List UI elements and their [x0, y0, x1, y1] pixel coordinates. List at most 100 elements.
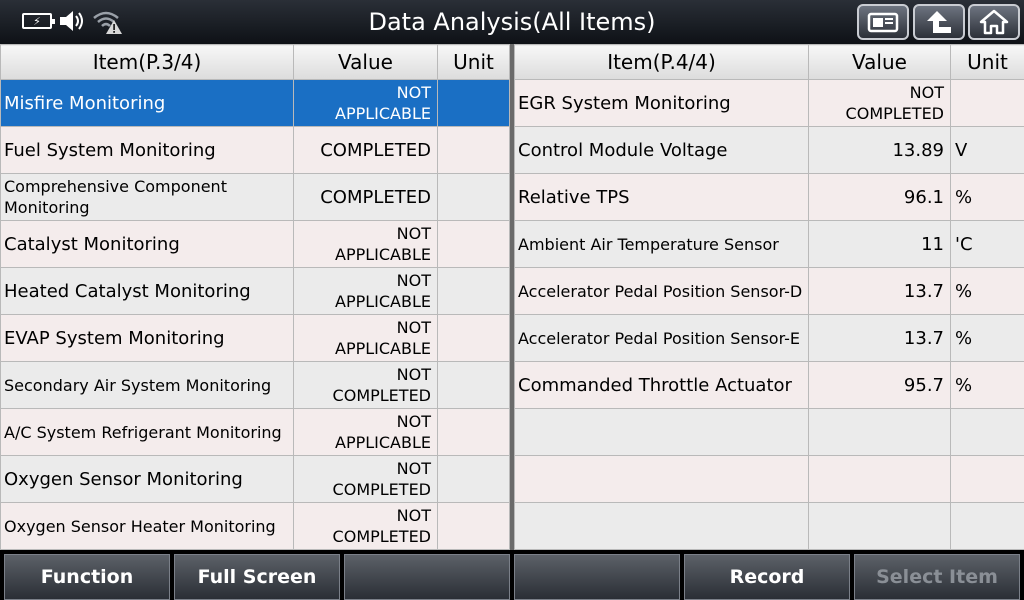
value-cell: NOT COMPLETED [808, 79, 951, 127]
value-cell: NOT COMPLETED [293, 502, 438, 550]
item-cell: Fuel System Monitoring [0, 126, 294, 174]
table-row[interactable]: Fuel System Monitoring COMPLETED [0, 126, 510, 174]
full-screen-button[interactable]: Full Screen [174, 554, 340, 600]
page-title: Data Analysis(All Items) [368, 8, 656, 36]
unit-cell [437, 502, 510, 550]
screenshot-icon [867, 12, 899, 33]
home-button[interactable] [968, 4, 1020, 40]
back-icon [927, 11, 951, 33]
value-cell [808, 408, 951, 456]
function-button[interactable]: Function [4, 554, 170, 600]
empty-button-2[interactable] [514, 554, 680, 600]
unit-cell: V [950, 126, 1024, 174]
value-cell: NOT APPLICABLE [293, 314, 438, 362]
table-row[interactable]: Relative TPS 96.1 % [514, 173, 1024, 221]
value-cell: NOT APPLICABLE [293, 267, 438, 315]
table-row[interactable]: Accelerator Pedal Position Sensor-D 13.7… [514, 267, 1024, 315]
table-row[interactable]: Comprehensive Component Monitoring COMPLE… [0, 173, 510, 221]
table-row[interactable]: Heated Catalyst Monitoring NOT APPLICABLE [0, 267, 510, 315]
unit-cell [437, 173, 510, 221]
value-cell: 13.7 [808, 267, 951, 315]
item-cell: Catalyst Monitoring [0, 220, 294, 268]
table-row[interactable]: Misfire Monitoring NOT APPLICABLE [0, 79, 510, 127]
value-cell [808, 502, 951, 550]
item-cell: Heated Catalyst Monitoring [0, 267, 294, 315]
unit-cell [950, 502, 1024, 550]
status-icons: ⚡ [22, 8, 122, 34]
unit-column-header: Unit [950, 44, 1024, 80]
table-row[interactable]: EGR System Monitoring NOT COMPLETED [514, 79, 1024, 127]
value-cell: NOT APPLICABLE [293, 79, 438, 127]
item-column-header: Item(P.3/4) [0, 44, 294, 80]
table-row[interactable]: Accelerator Pedal Position Sensor-E 13.7… [514, 314, 1024, 362]
unit-cell [437, 455, 510, 503]
unit-cell [437, 79, 510, 127]
item-cell [514, 502, 809, 550]
table-row[interactable]: Commanded Throttle Actuator 95.7 % [514, 361, 1024, 409]
table-row[interactable]: Ambient Air Temperature Sensor 11 'C [514, 220, 1024, 268]
item-cell: Secondary Air System Monitoring [0, 361, 294, 409]
bottom-toolbar: Function Full Screen Record Select Item [0, 550, 1024, 600]
item-cell: EGR System Monitoring [514, 79, 809, 127]
value-cell [808, 455, 951, 503]
left-data-table: Item(P.3/4) Value Unit Misfire Monitorin… [0, 44, 510, 550]
table-row[interactable]: Secondary Air System Monitoring NOT COMPL… [0, 361, 510, 409]
table-row[interactable]: A/C System Refrigerant Monitoring NOT APP… [0, 408, 510, 456]
home-icon [979, 9, 1009, 35]
unit-cell [437, 408, 510, 456]
right-data-table: Item(P.4/4) Value Unit EGR System Monito… [514, 44, 1024, 550]
value-column-header: Value [293, 44, 438, 80]
unit-cell [950, 79, 1024, 127]
value-cell: 11 [808, 220, 951, 268]
item-cell: Oxygen Sensor Monitoring [0, 455, 294, 503]
unit-cell: % [950, 361, 1024, 409]
value-cell: NOT COMPLETED [293, 455, 438, 503]
unit-cell: 'C [950, 220, 1024, 268]
table-row[interactable]: Catalyst Monitoring NOT APPLICABLE [0, 220, 510, 268]
record-button[interactable]: Record [684, 554, 850, 600]
value-cell: 95.7 [808, 361, 951, 409]
unit-cell [950, 408, 1024, 456]
table-row[interactable]: Control Module Voltage 13.89 V [514, 126, 1024, 174]
select-item-button[interactable]: Select Item [854, 554, 1020, 600]
item-column-header: Item(P.4/4) [514, 44, 809, 80]
value-cell: 13.7 [808, 314, 951, 362]
value-column-header: Value [808, 44, 951, 80]
wifi-warning-icon [93, 11, 122, 34]
value-cell: NOT APPLICABLE [293, 408, 438, 456]
table-row[interactable] [514, 502, 1024, 550]
table-row[interactable] [514, 408, 1024, 456]
item-cell: Commanded Throttle Actuator [514, 361, 809, 409]
unit-cell: % [950, 173, 1024, 221]
table-row[interactable]: EVAP System Monitoring NOT APPLICABLE [0, 314, 510, 362]
unit-cell [437, 220, 510, 268]
value-cell: COMPLETED [293, 126, 438, 174]
item-cell: Ambient Air Temperature Sensor [514, 220, 809, 268]
item-cell: Control Module Voltage [514, 126, 809, 174]
table-row[interactable] [514, 455, 1024, 503]
empty-button-1[interactable] [344, 554, 510, 600]
item-cell [514, 455, 809, 503]
unit-cell [437, 126, 510, 174]
unit-cell [437, 361, 510, 409]
item-cell: Misfire Monitoring [0, 79, 294, 127]
volume-icon [60, 11, 83, 31]
unit-column-header: Unit [437, 44, 510, 80]
data-tables: Item(P.3/4) Value Unit Misfire Monitorin… [0, 44, 1024, 550]
unit-cell [437, 267, 510, 315]
unit-cell: % [950, 267, 1024, 315]
screenshot-button[interactable] [857, 4, 909, 40]
value-cell: COMPLETED [293, 173, 438, 221]
title-bar: Data Analysis(All Items) ⚡ [0, 0, 1024, 44]
table-row[interactable]: Oxygen Sensor Monitoring NOT COMPLETED [0, 455, 510, 503]
value-cell: 13.89 [808, 126, 951, 174]
value-cell: 96.1 [808, 173, 951, 221]
back-button[interactable] [913, 4, 965, 40]
item-cell: Relative TPS [514, 173, 809, 221]
unit-cell [950, 455, 1024, 503]
table-row[interactable]: Oxygen Sensor Heater Monitoring NOT COMPL… [0, 502, 510, 550]
item-cell: Comprehensive Component Monitoring [0, 173, 294, 221]
battery-charging-icon: ⚡ [22, 13, 55, 29]
value-cell: NOT APPLICABLE [293, 220, 438, 268]
item-cell: A/C System Refrigerant Monitoring [0, 408, 294, 456]
